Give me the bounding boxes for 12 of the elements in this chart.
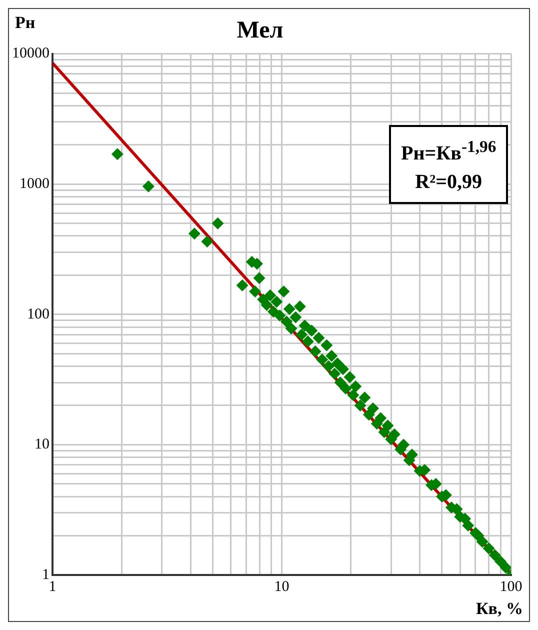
y-tick-label: 10000 [12,46,50,62]
chart-title: Мел [236,18,284,44]
y-tick-label: 1 [42,566,50,583]
x-axis-title: Кв, % [476,599,523,619]
y-tick-label: 100 [27,306,50,322]
x-tick-label: 100 [500,578,522,595]
annotation: Рн=Кв$^{-1,96}$ [401,136,496,167]
y-tick-label: 1000 [20,176,50,192]
y-axis-title: Рн [15,13,36,33]
annotation: R²=0,99 [414,170,483,195]
x-tick-label: 10 [274,578,290,595]
y-tick-label: 10 [34,436,50,453]
